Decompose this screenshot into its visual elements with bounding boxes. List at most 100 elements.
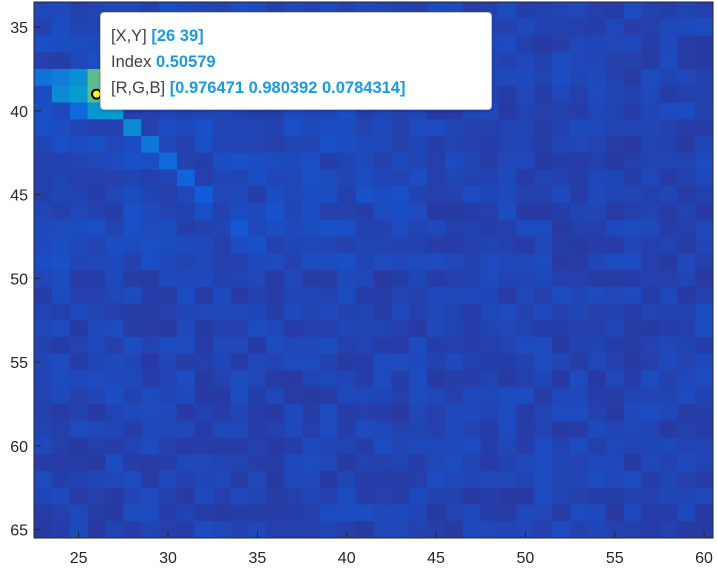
heatmap-cell — [51, 69, 71, 87]
heatmap-cell — [570, 286, 589, 304]
heatmap-cell — [194, 236, 214, 254]
heatmap-cell — [695, 136, 714, 154]
heatmap-cell — [159, 152, 178, 170]
heatmap-cell — [230, 136, 249, 154]
heatmap-cell — [337, 404, 357, 422]
heatmap-cell — [284, 387, 303, 405]
heatmap-cell — [605, 420, 625, 438]
heatmap-cell — [176, 370, 196, 388]
heatmap-cell — [212, 471, 231, 489]
heatmap-cell — [409, 119, 428, 137]
heatmap-cell — [587, 236, 607, 254]
heatmap-cell — [194, 320, 214, 338]
heatmap-cell — [516, 420, 535, 438]
heatmap-cell — [462, 404, 482, 422]
heatmap-cell — [69, 270, 89, 288]
heatmap-cell — [462, 169, 482, 187]
heatmap-cell — [570, 85, 589, 103]
heatmap-cell — [391, 337, 410, 355]
heatmap-cell — [266, 186, 285, 204]
heatmap-cell — [427, 504, 446, 522]
heatmap-cell — [623, 487, 642, 505]
heatmap-cell — [498, 85, 517, 103]
heatmap-cell — [444, 353, 464, 371]
heatmap-cell — [695, 253, 714, 271]
heatmap-cell — [69, 102, 89, 120]
heatmap-cell — [605, 152, 625, 170]
heatmap-cell — [34, 337, 53, 355]
heatmap-cell — [570, 270, 589, 288]
heatmap-cell — [427, 136, 446, 154]
heatmap-cell — [355, 236, 374, 254]
heatmap-cell — [498, 353, 517, 371]
heatmap-cell — [212, 169, 231, 187]
heatmap-cell — [176, 219, 196, 237]
heatmap-cell — [641, 219, 660, 237]
heatmap-cell — [159, 337, 178, 355]
heatmap-cell — [695, 420, 714, 438]
heatmap-cell — [605, 521, 625, 539]
heatmap-cell — [123, 353, 142, 371]
heatmap-cell — [677, 437, 696, 455]
heatmap-cell — [373, 270, 392, 288]
heatmap-cell — [159, 203, 178, 221]
heatmap-cell — [534, 52, 553, 70]
heatmap-cell — [123, 136, 142, 154]
heatmap-cell — [337, 203, 357, 221]
heatmap-cell — [69, 69, 89, 87]
heatmap-cell — [34, 404, 53, 422]
heatmap-cell — [337, 437, 357, 455]
heatmap-cell — [123, 303, 142, 321]
x-tick-label: 30 — [159, 550, 177, 567]
heatmap-cell — [373, 203, 392, 221]
heatmap-cell — [34, 504, 53, 522]
heatmap-cell — [516, 454, 535, 472]
heatmap-cell — [337, 136, 357, 154]
heatmap-cell — [462, 219, 482, 237]
heatmap-cell — [409, 152, 428, 170]
heatmap-cell — [498, 152, 517, 170]
heatmap-cell — [623, 337, 642, 355]
heatmap-cell — [677, 521, 696, 539]
heatmap-cell — [677, 52, 696, 70]
heatmap-cell — [659, 487, 678, 505]
heatmap-cell — [641, 18, 660, 36]
heatmap-cell — [552, 219, 571, 237]
heatmap-cell — [302, 303, 321, 321]
heatmap-cell — [141, 303, 160, 321]
heatmap-cell — [51, 85, 71, 103]
heatmap-cell — [677, 504, 696, 522]
heatmap-cell — [212, 236, 231, 254]
datatip-row-rgb: [R,G,B] [0.976471 0.980392 0.0784314] — [111, 75, 481, 101]
heatmap-cell — [87, 437, 106, 455]
heatmap-cell — [373, 286, 392, 304]
heatmap-cell — [337, 303, 357, 321]
datatip-box[interactable]: [X,Y] [26 39] Index 0.50579 [R,G,B] [0.9… — [100, 12, 492, 110]
x-tick-label: 25 — [70, 550, 88, 567]
heatmap-cell — [444, 504, 464, 522]
heatmap-cell — [319, 219, 339, 237]
heatmap-cell — [570, 152, 589, 170]
heatmap-cell — [623, 186, 642, 204]
heatmap-cell — [123, 219, 142, 237]
heatmap-cell — [69, 471, 89, 489]
heatmap-cell — [51, 303, 71, 321]
heatmap-cell — [498, 521, 517, 539]
heatmap-cell — [319, 253, 339, 271]
heatmap-cell — [677, 370, 696, 388]
x-tick-label: 35 — [248, 550, 266, 567]
heatmap-cell — [87, 303, 106, 321]
heatmap-cell — [69, 504, 89, 522]
heatmap-cell — [391, 286, 410, 304]
heatmap-cell — [534, 203, 553, 221]
heatmap-cell — [641, 303, 660, 321]
heatmap-cell — [141, 454, 160, 472]
heatmap-cell — [391, 353, 410, 371]
heatmap-cell — [319, 404, 339, 422]
heatmap-cell — [194, 186, 214, 204]
heatmap-cell — [659, 152, 678, 170]
heatmap-cell — [51, 236, 71, 254]
heatmap-cell — [641, 136, 660, 154]
heatmap-cell — [159, 169, 178, 187]
heatmap-cell — [284, 437, 303, 455]
